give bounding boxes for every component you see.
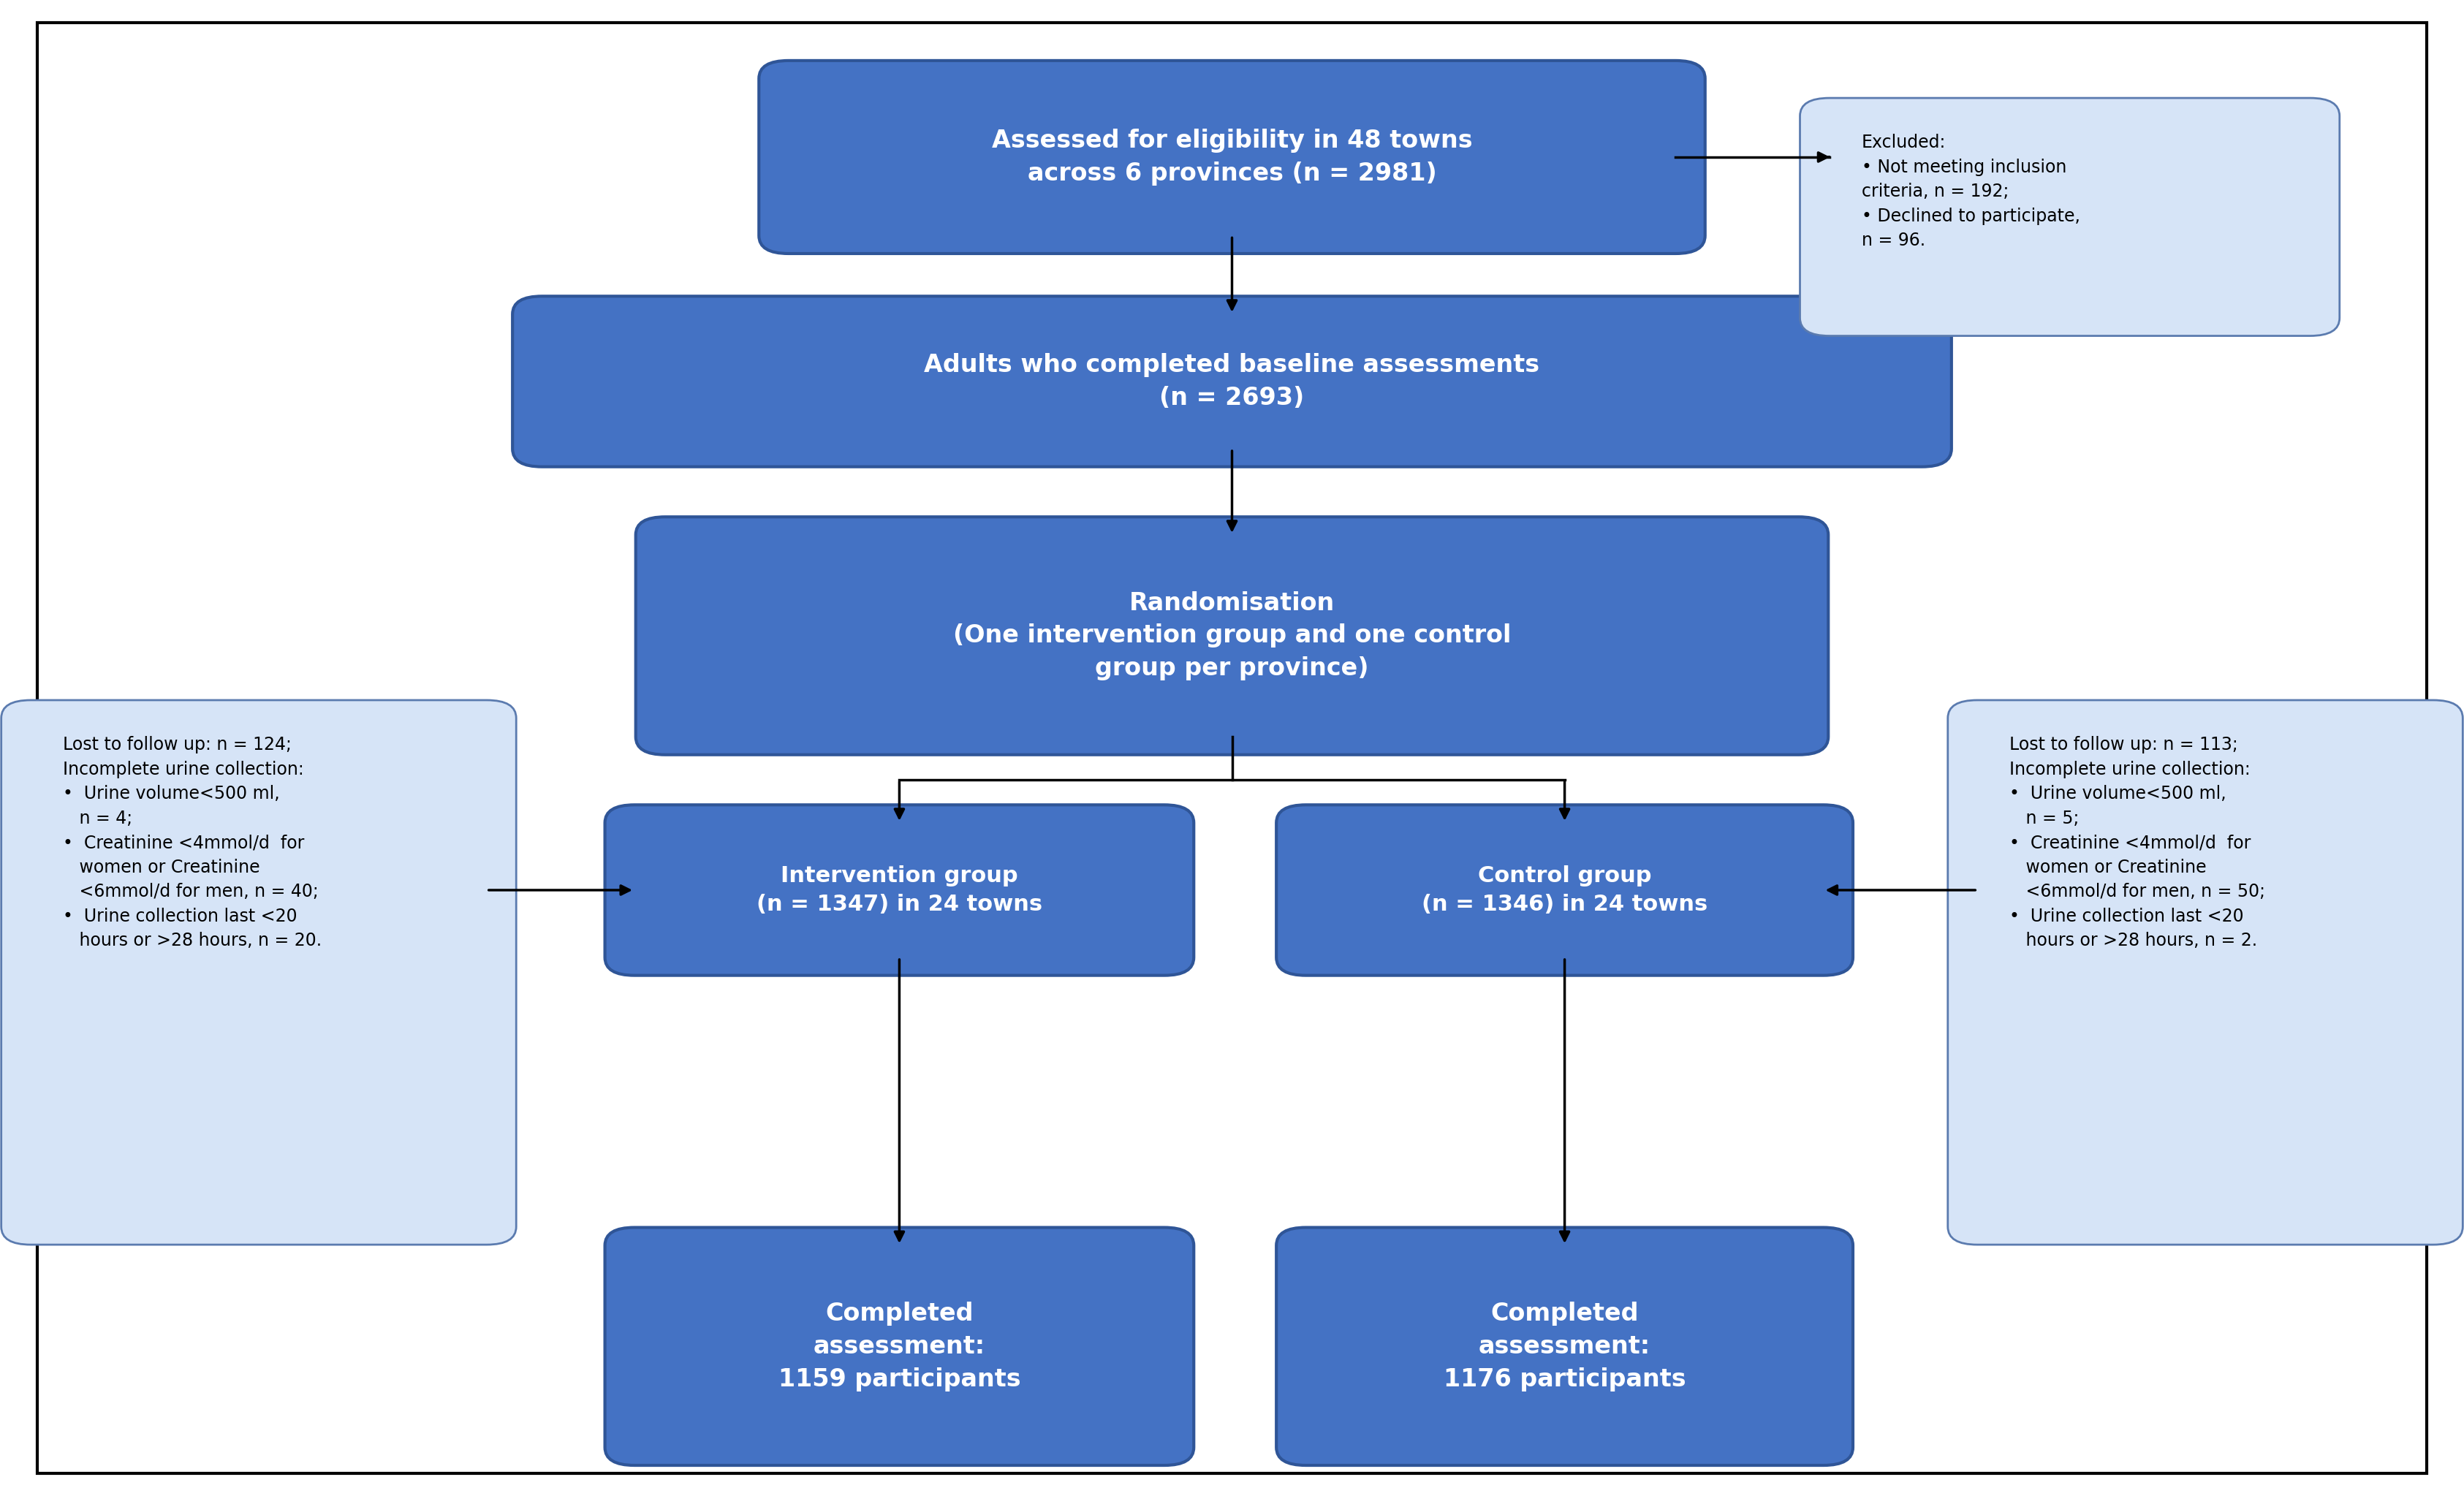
- FancyBboxPatch shape: [1947, 700, 2464, 1245]
- Text: Adults who completed baseline assessments
(n = 2693): Adults who completed baseline assessment…: [924, 353, 1540, 410]
- Text: Assessed for eligibility in 48 towns
across 6 provinces (n = 2981): Assessed for eligibility in 48 towns acr…: [991, 129, 1473, 186]
- FancyBboxPatch shape: [759, 60, 1705, 253]
- FancyBboxPatch shape: [0, 700, 517, 1245]
- Text: Lost to follow up: n = 113;
Incomplete urine collection:
•  Urine volume<500 ml,: Lost to follow up: n = 113; Incomplete u…: [2011, 736, 2264, 950]
- FancyBboxPatch shape: [513, 296, 1951, 467]
- FancyBboxPatch shape: [1799, 99, 2341, 337]
- FancyBboxPatch shape: [606, 805, 1193, 975]
- Text: Completed
assessment:
1159 participants: Completed assessment: 1159 participants: [779, 1302, 1020, 1391]
- Text: Intervention group
(n = 1347) in 24 towns: Intervention group (n = 1347) in 24 town…: [756, 865, 1042, 916]
- Text: Lost to follow up: n = 124;
Incomplete urine collection:
•  Urine volume<500 ml,: Lost to follow up: n = 124; Incomplete u…: [62, 736, 323, 950]
- Text: Randomisation
(One intervention group and one control
group per province): Randomisation (One intervention group an…: [954, 591, 1510, 681]
- FancyBboxPatch shape: [1276, 1227, 1853, 1466]
- Text: Excluded:
• Not meeting inclusion
criteria, n = 192;
• Declined to participate,
: Excluded: • Not meeting inclusion criter…: [1863, 135, 2080, 250]
- FancyBboxPatch shape: [606, 1227, 1193, 1466]
- FancyBboxPatch shape: [636, 518, 1828, 755]
- FancyBboxPatch shape: [1276, 805, 1853, 975]
- Text: Control group
(n = 1346) in 24 towns: Control group (n = 1346) in 24 towns: [1422, 865, 1708, 916]
- Text: Completed
assessment:
1176 participants: Completed assessment: 1176 participants: [1444, 1302, 1685, 1391]
